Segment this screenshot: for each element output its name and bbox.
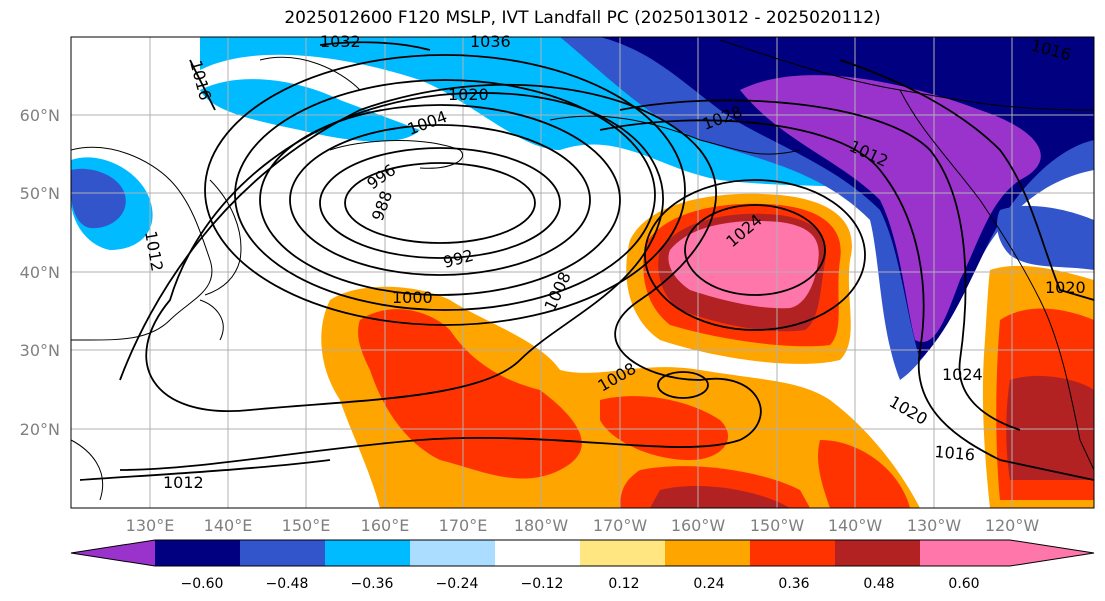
contour-label: 1012 <box>163 473 204 492</box>
lon-label: 180°W <box>514 516 569 535</box>
colorbar-swatch <box>240 540 325 566</box>
colorbar-outline <box>70 539 1095 567</box>
lon-label: 130°W <box>907 516 962 535</box>
colorbar-tick: −0.48 <box>266 576 309 592</box>
colorbar-swatch <box>155 540 240 566</box>
latitude-labels: 60°N 50°N 40°N 30°N 20°N <box>20 106 60 439</box>
lon-label: 160°W <box>671 516 726 535</box>
colorbar-tick: 0.24 <box>693 576 724 592</box>
contour-label: 1032 <box>320 32 361 51</box>
lon-label: 140°E <box>204 516 253 535</box>
colorbar-swatch <box>580 540 665 566</box>
contour-label: 1020 <box>448 85 489 104</box>
colorbar-tick: 0.36 <box>778 576 809 592</box>
lat-label: 50°N <box>20 184 60 203</box>
map-frame <box>70 36 1095 509</box>
colorbar-tick: 0.60 <box>948 576 979 592</box>
colorbar-tick: −0.60 <box>181 576 224 592</box>
colorbar-swatch <box>665 540 750 566</box>
figure-title: 2025012600 F120 MSLP, IVT Landfall PC (2… <box>284 8 881 28</box>
graticule <box>71 37 1094 508</box>
lat-label: 60°N <box>20 106 60 125</box>
colorbar-tick: −0.36 <box>351 576 394 592</box>
colorbar: −0.60 −0.48 −0.36 −0.24 −0.12 0.12 0.24 … <box>70 539 1095 592</box>
contour-label: 1020 <box>1045 278 1086 297</box>
lon-label: 170°W <box>593 516 648 535</box>
lat-label: 20°N <box>20 420 60 439</box>
contour-label: 1016 <box>934 442 976 464</box>
lon-label: 140°W <box>828 516 883 535</box>
colorbar-tick: −0.24 <box>436 576 479 592</box>
lon-label: 130°E <box>126 516 175 535</box>
lon-label: 150°W <box>750 516 805 535</box>
lat-label: 40°N <box>20 263 60 282</box>
lon-label: 120°W <box>985 516 1040 535</box>
colorbar-tick-labels: −0.60 −0.48 −0.36 −0.24 −0.12 0.12 0.24 … <box>181 576 980 592</box>
colorbar-tick: 0.48 <box>863 576 894 592</box>
colorbar-swatch <box>495 540 580 566</box>
colorbar-swatch <box>835 540 920 566</box>
mslp-contours <box>79 41 1094 481</box>
colorbar-extend-high <box>920 540 1094 566</box>
contour-label: 1000 <box>392 288 433 307</box>
coastlines <box>71 39 1094 501</box>
colorbar-swatch <box>410 540 495 566</box>
lon-label: 170°E <box>439 516 488 535</box>
lat-label: 30°N <box>20 341 60 360</box>
colorbar-tick: 0.12 <box>608 576 639 592</box>
colorbar-extend-low <box>71 540 155 566</box>
contour-label: 1024 <box>942 365 983 384</box>
colorbar-tick: −0.12 <box>521 576 564 592</box>
colorbar-swatch <box>750 540 835 566</box>
lon-label: 160°E <box>361 516 410 535</box>
lon-label: 150°E <box>282 516 331 535</box>
contour-label: 1036 <box>470 32 511 51</box>
longitude-labels: 130°E 140°E 150°E 160°E 170°E 180°W 170°… <box>126 516 1040 535</box>
colorbar-swatch <box>325 540 410 566</box>
